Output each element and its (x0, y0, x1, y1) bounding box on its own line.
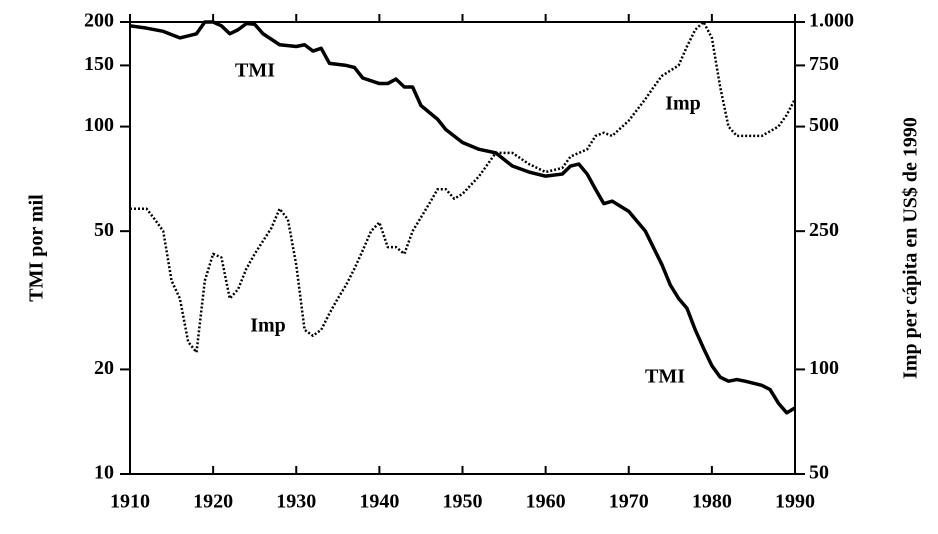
y-tick-label: 10 (94, 462, 114, 484)
series-line (130, 20, 797, 354)
y2-axis-title: Imp per cápita en US$ de 1990 (900, 117, 922, 379)
x-tick-label: 1910 (110, 491, 150, 513)
x-tick-label: 1930 (276, 491, 316, 513)
x-tick-label: 1980 (692, 491, 732, 513)
x-tick-label: 1990 (775, 491, 815, 513)
x-tick-label: 1960 (526, 491, 566, 513)
y2-tick-label: 1.000 (809, 10, 854, 32)
series-label: TMI (645, 366, 685, 388)
series-label: TMI (235, 60, 275, 82)
y-tick-label: 20 (94, 357, 114, 379)
x-tick-label: 1950 (443, 491, 483, 513)
y-tick-label: 150 (84, 53, 114, 75)
x-tick-label: 1970 (609, 491, 649, 513)
series-line (129, 20, 796, 415)
y2-tick-label: 500 (809, 114, 839, 136)
y-tick-label: 100 (84, 114, 114, 136)
x-tick-label: 1920 (193, 491, 233, 513)
x-tick-label: 1940 (359, 491, 399, 513)
plot-frame (129, 21, 796, 475)
series-label: Imp (665, 93, 701, 115)
y-axis-title: TMI por mil (26, 194, 48, 302)
y2-tick-label: 50 (809, 462, 829, 484)
y2-tick-label: 250 (809, 219, 839, 241)
y2-tick-label: 750 (809, 53, 839, 75)
y-tick-label: 50 (94, 219, 114, 241)
y2-tick-label: 100 (809, 357, 839, 379)
series-label: Imp (250, 315, 286, 337)
y-tick-label: 200 (84, 10, 114, 32)
